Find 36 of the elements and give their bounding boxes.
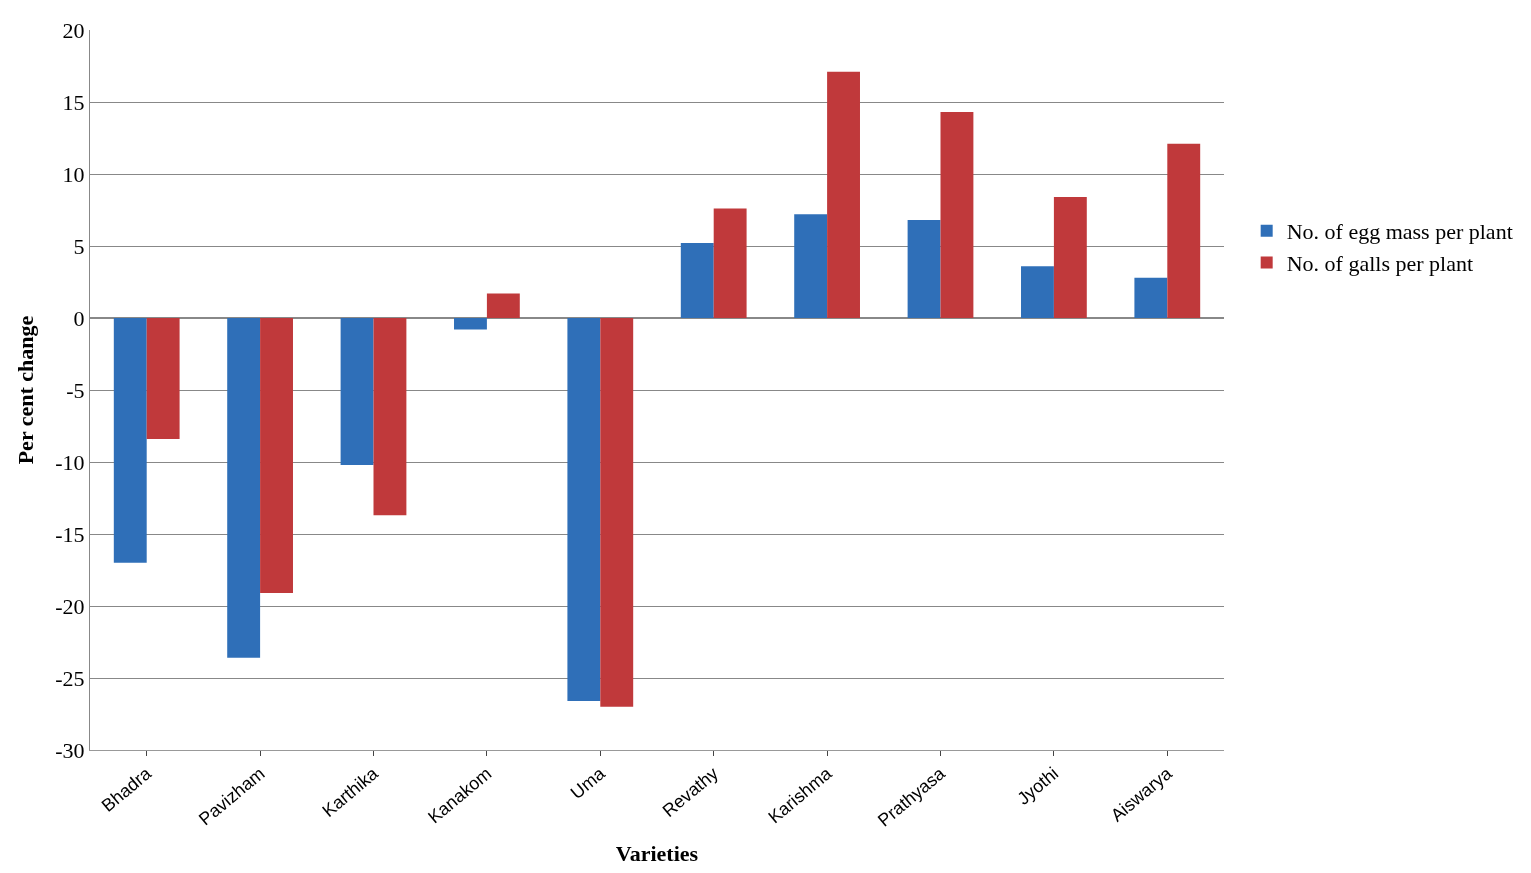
bar [600,318,634,707]
bar [260,318,293,594]
bar [146,318,180,439]
bar [113,318,147,563]
bar [1167,143,1201,318]
y-tick-label: 20 [62,17,85,43]
bar [373,318,407,516]
bar [1021,266,1054,318]
legend-label: No. of egg mass per plant [1286,219,1513,245]
bar [340,318,374,465]
bar [454,318,487,330]
bar [1134,277,1168,318]
bar [907,220,941,318]
y-tick-label: -5 [66,377,85,403]
y-tick-label: -30 [55,737,85,763]
bar [486,293,520,318]
y-tick-label: -15 [55,521,85,547]
y-tick-label: 10 [62,161,85,187]
bar [567,318,601,702]
bar [827,71,860,318]
y-tick-label: 0 [73,305,85,331]
bar [794,214,828,318]
y-tick-label: 5 [73,233,85,259]
bar [680,243,714,318]
x-axis-title: Varieties [615,840,699,866]
y-tick-label: -25 [55,665,85,691]
y-tick-label: -20 [55,593,85,619]
x-tick-label: Uma [566,762,610,803]
y-tick-label: -10 [55,449,85,475]
bar [713,208,747,318]
bar [227,318,261,658]
y-tick-label: 15 [62,89,85,115]
bar [1053,197,1087,318]
bar [940,112,974,318]
y-axis-title: Per cent change [13,315,39,465]
legend-label: No. of galls per plant [1286,250,1474,276]
